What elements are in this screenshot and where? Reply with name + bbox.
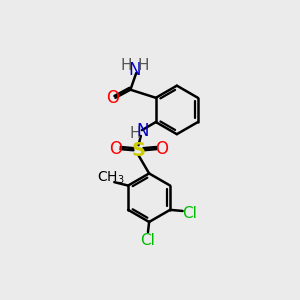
Text: Cl: Cl xyxy=(140,233,155,248)
Text: N: N xyxy=(129,61,141,79)
Text: H: H xyxy=(138,58,149,73)
Text: H: H xyxy=(129,126,141,141)
Text: N: N xyxy=(136,122,149,140)
Text: S: S xyxy=(131,141,146,160)
Text: CH$_3$: CH$_3$ xyxy=(97,169,124,186)
Text: H: H xyxy=(121,58,132,73)
Text: O: O xyxy=(155,140,168,158)
Text: O: O xyxy=(109,140,122,158)
Text: O: O xyxy=(106,89,119,107)
Text: Cl: Cl xyxy=(182,206,197,221)
